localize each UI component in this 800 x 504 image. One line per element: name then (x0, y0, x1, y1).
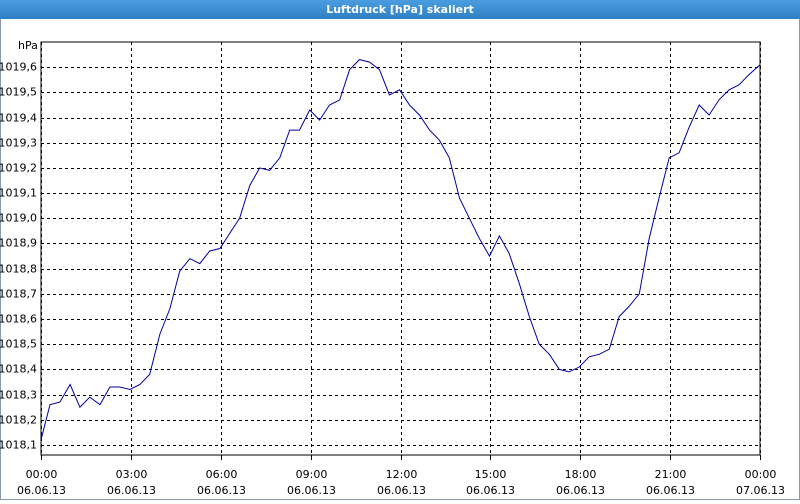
x-tick-label: 00:00 (745, 468, 777, 481)
x-tick-label: 03:00 (116, 468, 148, 481)
y-tick-label: 1019,2 (0, 162, 37, 175)
y-tick-label: 1018,6 (0, 313, 37, 326)
y-tick-label: 1018,4 (0, 363, 37, 376)
x-tick-label: 09:00 (296, 468, 328, 481)
x-tick-label: 06:00 (206, 468, 238, 481)
grid (40, 41, 761, 460)
x-tick-label: 21:00 (655, 468, 687, 481)
x-tick-label: 00:00 (26, 468, 58, 481)
y-tick-label: 1018,3 (0, 389, 37, 402)
x-tick-date: 06.06.13 (556, 484, 605, 497)
x-tick-date: 06.06.13 (646, 484, 695, 497)
y-tick-label: 1018,5 (0, 338, 37, 351)
y-tick-label: 1019,5 (0, 86, 37, 99)
x-tick-date: 06.06.13 (197, 484, 246, 497)
y-tick-label: 1018,2 (0, 414, 37, 427)
plot (40, 59, 761, 441)
y-tick-label: 1018,7 (0, 288, 37, 301)
x-tick-label: 12:00 (386, 468, 418, 481)
y-axis-label: hPa (18, 39, 38, 52)
x-tick-date: 06.06.13 (107, 484, 156, 497)
y-tick-label: 1018,1 (0, 439, 37, 452)
x-tick-date: 06.06.13 (377, 484, 426, 497)
data-line (40, 59, 761, 441)
x-tick-date: 06.06.13 (17, 484, 66, 497)
x-tick-date: 07.06.13 (736, 484, 785, 497)
y-tick-label: 1019,1 (0, 187, 37, 200)
x-tick-date: 06.06.13 (466, 484, 515, 497)
x-tick-label: 15:00 (475, 468, 507, 481)
x-tick-date: 06.06.13 (287, 484, 336, 497)
tick-labels: 1018,1 1018,2 1018,3 1018,4 1018,5 1018,6 1018… (0, 61, 785, 498)
y-tick-label: 1019,6 (0, 61, 37, 74)
y-tick-label: 1019,4 (0, 112, 37, 125)
x-tick-label: 18:00 (565, 468, 597, 481)
chart-title: Luftdruck [hPa] skaliert (326, 3, 474, 16)
title-bar (0, 0, 800, 19)
y-tick-label: 1018,8 (0, 263, 37, 276)
y-tick-label: 1019,3 (0, 137, 37, 150)
y-tick-label: 1019,0 (0, 212, 37, 225)
y-tick-label: 1018,9 (0, 237, 37, 250)
